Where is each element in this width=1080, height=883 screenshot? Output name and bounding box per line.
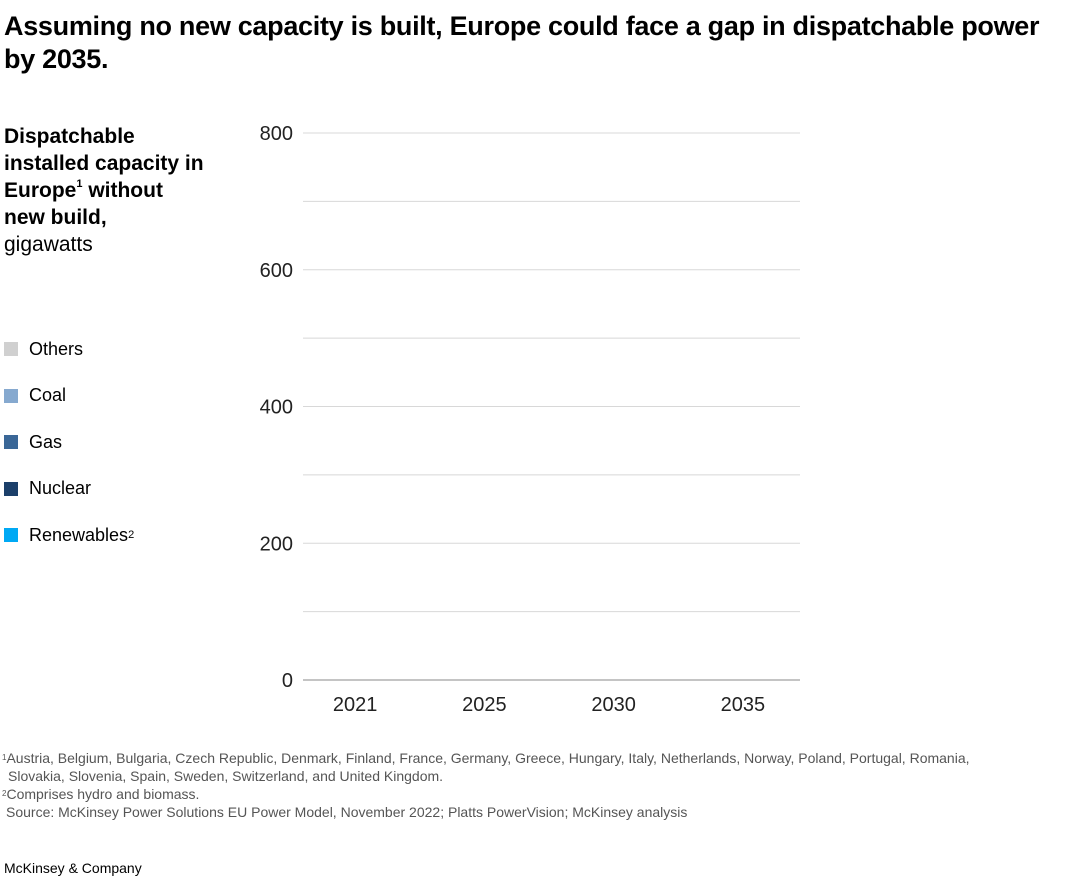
y-tick-label: 400 <box>260 397 293 419</box>
x-tick-label: 2021 <box>333 694 378 716</box>
x-tick-label: 2035 <box>721 694 766 716</box>
x-tick-label: 2025 <box>462 694 507 716</box>
footnote-2: 2Comprises hydro and biomass. <box>2 786 200 802</box>
legend-item-renewables: Renewables 2 <box>4 512 134 559</box>
unit-label: gigawatts <box>4 233 93 256</box>
legend-item-coal: Coal <box>4 373 134 420</box>
x-tick-label: 2030 <box>591 694 636 716</box>
source-note: Source: McKinsey Power Solutions EU Powe… <box>6 804 688 820</box>
chart-plot: 0 200 400 600 800 2021 2025 2030 2035 <box>260 123 800 716</box>
brand-logo-text: McKinsey & Company <box>4 860 142 876</box>
legend-swatch <box>4 528 18 543</box>
legend-swatch <box>4 435 18 450</box>
y-axis-label: Dispatchable installed capacity in Europ… <box>4 125 204 256</box>
y-tick-label: 800 <box>260 123 293 145</box>
y-tick-label: 0 <box>282 670 293 692</box>
y-tick-label: 200 <box>260 533 293 555</box>
legend-swatch <box>4 342 18 357</box>
chart-title: Assuming no new capacity is built, Europ… <box>4 11 1040 74</box>
footnote-1: 1Austria, Belgium, Bulgaria, Czech Repub… <box>2 750 970 766</box>
legend-item-others: Others <box>4 326 134 373</box>
legend: Others Coal Gas Nuclear Renewables 2 <box>4 326 134 559</box>
legend-swatch <box>4 388 18 403</box>
legend-item-nuclear: Nuclear <box>4 466 134 513</box>
legend-swatch <box>4 481 18 496</box>
y-tick-label: 600 <box>260 260 293 282</box>
footnotes: 1Austria, Belgium, Bulgaria, Czech Repub… <box>2 749 1062 821</box>
footnote-1-cont: Slovakia, Slovenia, Spain, Sweden, Switz… <box>8 768 444 784</box>
legend-item-gas: Gas <box>4 419 134 466</box>
